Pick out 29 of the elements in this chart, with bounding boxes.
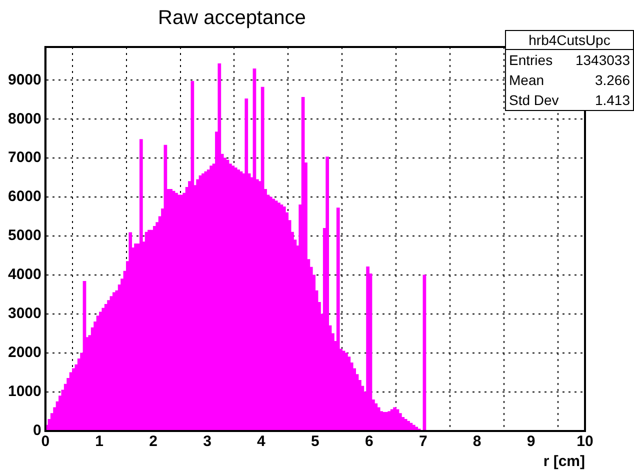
y-tick-label: 6000	[8, 188, 42, 206]
x-tick-label: 7	[418, 433, 428, 450]
annotation: hrb4CutsUpc	[506, 31, 633, 50]
y-tick-label: 7000	[8, 149, 42, 166]
chart-title: Raw acceptance	[158, 7, 306, 30]
y-tick-label: 5000	[8, 227, 42, 244]
y-tick-label: 9000	[8, 71, 42, 88]
x-axis-title: r [cm]	[543, 453, 585, 470]
x-tick-label: 4	[257, 433, 266, 450]
y-tick-label: 4000	[8, 266, 42, 284]
x-tick-label: 9	[526, 433, 536, 450]
x-tick-label: 10	[576, 433, 594, 450]
x-tick-label: 6	[364, 433, 374, 450]
x-tick-label: 1	[95, 433, 104, 450]
annotation: Mean	[509, 71, 544, 90]
y-tick-label: 0	[33, 422, 42, 440]
y-tick-label: 2000	[8, 344, 42, 362]
y-tick-label: 8000	[8, 110, 42, 128]
y-tick-label: 3000	[8, 305, 42, 322]
annotation: Std Dev	[509, 91, 559, 110]
text: 1.413	[594, 91, 630, 110]
x-tick-label: 5	[311, 433, 320, 450]
annotation: 1343033	[575, 51, 630, 70]
y-tick-label: 1000	[8, 383, 42, 400]
x-tick-label: 8	[472, 433, 482, 450]
text: 3.266	[594, 71, 630, 90]
x-tick-label: 3	[203, 433, 212, 450]
x-tick-label: 2	[149, 433, 158, 450]
annotation: Entries	[509, 51, 553, 70]
